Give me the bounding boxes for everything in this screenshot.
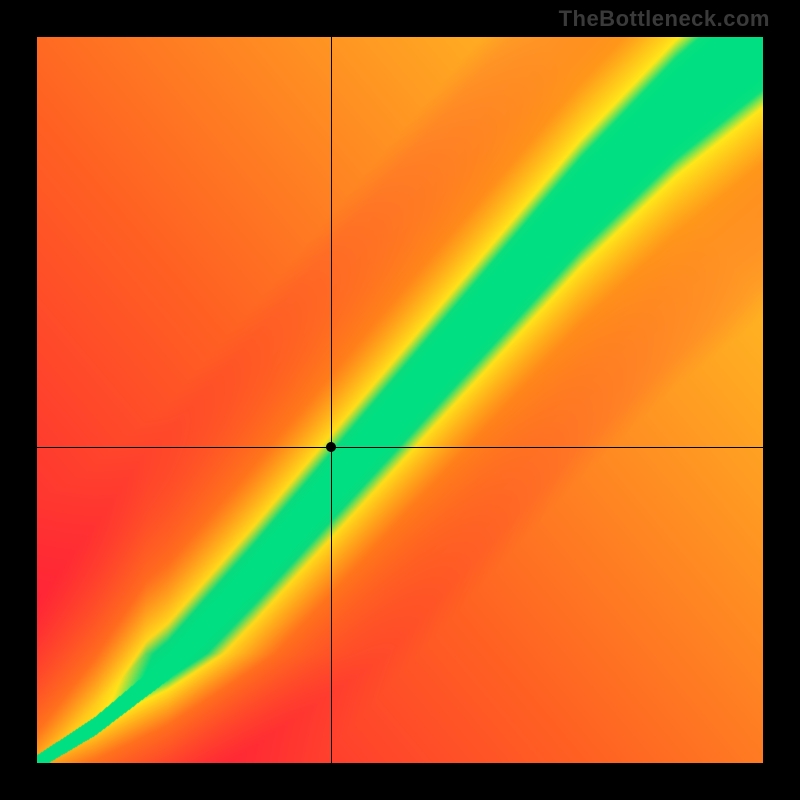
plot-area	[37, 37, 763, 763]
crosshair-horizontal-line	[37, 447, 763, 448]
watermark-text: TheBottleneck.com	[559, 6, 770, 32]
crosshair-vertical-line	[331, 37, 332, 763]
heatmap-canvas	[37, 37, 763, 763]
crosshair-dot	[326, 442, 336, 452]
figure-container: TheBottleneck.com	[0, 0, 800, 800]
